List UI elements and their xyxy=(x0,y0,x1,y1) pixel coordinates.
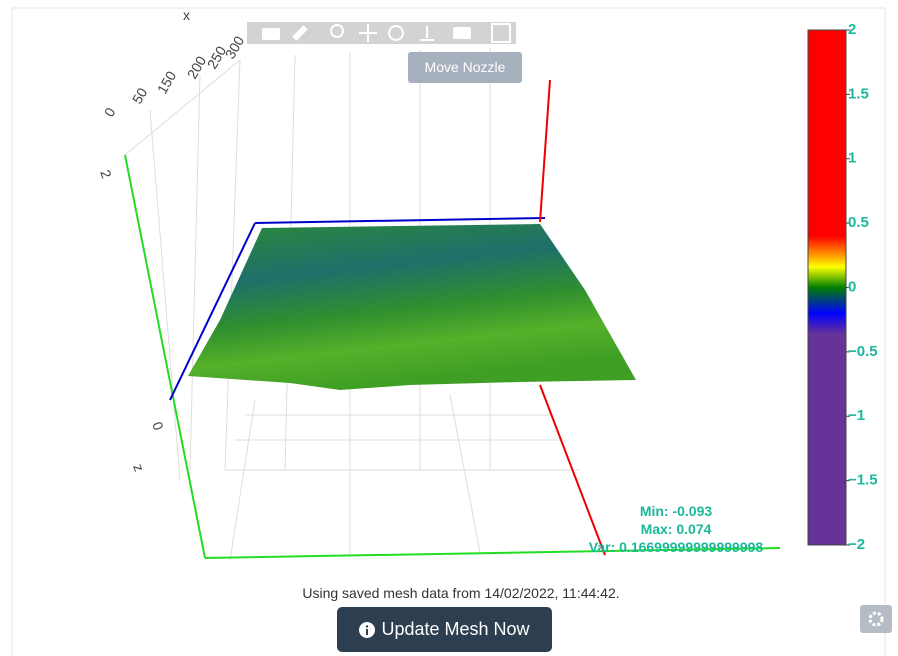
x-tick-label: 50 xyxy=(129,85,151,107)
x-tick-label: 150 xyxy=(154,68,180,96)
colorbar-tick-label: −1 xyxy=(848,407,865,424)
move-nozzle-button[interactable] xyxy=(491,23,511,43)
pan-button[interactable] xyxy=(359,24,377,42)
axis-line xyxy=(124,154,206,559)
colorbar-tick-label: 0 xyxy=(848,278,856,295)
axis-line xyxy=(204,547,781,559)
colorbar xyxy=(807,29,847,546)
z-tick-label: 2 xyxy=(97,168,115,181)
zoom-button[interactable] xyxy=(330,24,344,38)
reset-camera-button[interactable] xyxy=(453,27,471,39)
axis-line xyxy=(169,222,256,401)
axis-line xyxy=(539,384,606,556)
z-axis-title: z xyxy=(130,462,147,474)
axis-line xyxy=(254,217,546,224)
turntable-button[interactable] xyxy=(420,26,434,41)
stat: Var: 0.16699999999999998 xyxy=(589,539,764,555)
colorbar-tick-label: 1.5 xyxy=(848,85,869,102)
colorbar-tick-label: 1 xyxy=(848,150,856,167)
tooltip-text: Move Nozzle xyxy=(425,59,506,75)
z-tick-label: 0 xyxy=(149,420,167,433)
info-icon xyxy=(359,621,376,638)
gear-icon xyxy=(868,611,884,627)
x-axis-title: x xyxy=(183,7,190,23)
update-mesh-button[interactable]: Update Mesh Now xyxy=(337,607,552,652)
stat: Max: 0.074 xyxy=(641,521,712,537)
x-tick-label: 200 xyxy=(184,53,210,81)
tooltip xyxy=(408,52,522,83)
mesh-surface xyxy=(188,224,636,390)
draw-button[interactable] xyxy=(292,25,308,41)
orbit-button[interactable] xyxy=(388,25,404,41)
x-tick-label: 0 xyxy=(101,105,119,120)
camera-button[interactable] xyxy=(262,28,280,40)
axis-line xyxy=(539,79,551,223)
button-label: Update Mesh Now xyxy=(381,619,530,639)
status-message: Using saved mesh data from 14/02/2022, 1… xyxy=(302,585,620,601)
colorbar-tick-label: −0.5 xyxy=(848,343,878,360)
colorbar-tick-label: −2 xyxy=(848,536,865,553)
stat: Min: -0.093 xyxy=(640,503,713,519)
toolbar xyxy=(247,22,516,44)
colorbar-tick-label: 2 xyxy=(848,21,856,38)
colorbar-tick-label: −1.5 xyxy=(848,472,878,489)
settings-button[interactable] xyxy=(860,605,892,633)
colorbar-tick-label: 0.5 xyxy=(848,214,869,231)
